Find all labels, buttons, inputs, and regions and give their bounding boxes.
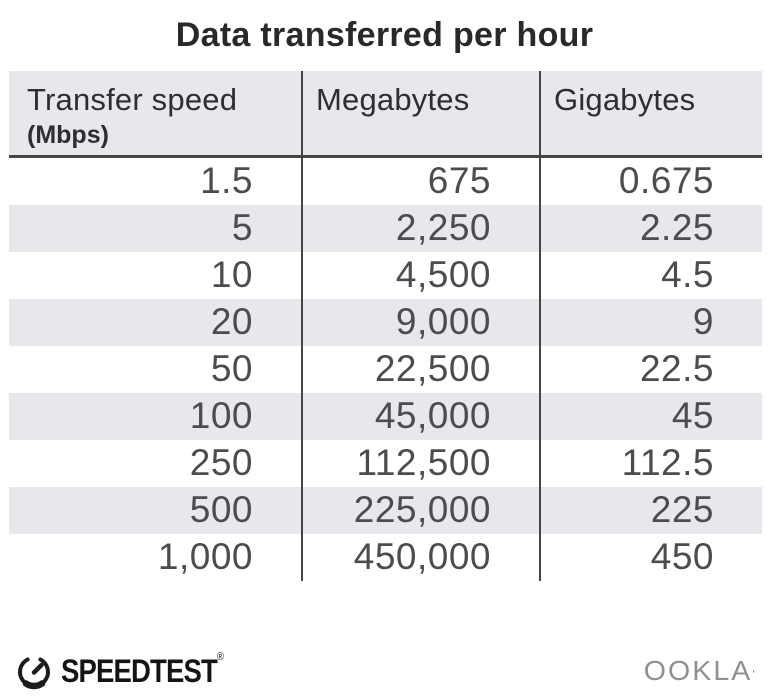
cell-transfer-speed: 10 [210,254,253,295]
table-row: 100 45,000 45 [9,393,762,440]
cell-gigabytes: 0.675 [539,158,762,205]
speedtest-gauge-icon [18,657,50,690]
registered-trademark-symbol: ® [216,650,224,663]
table-body: 1.5 675 0.675 5 2,250 2.25 10 4,500 4.5 20 9,000 9 5… [9,158,762,581]
header-gigabytes: Gigabytes [539,71,762,155]
table-header-row: Transfer speed (Mbps) Megabytes Gigabyte… [9,71,762,158]
header-transfer-speed-label: Transfer speed [27,82,238,117]
cell-transfer-speed: 500 [189,489,253,530]
cell-gigabytes: 112.5 [539,440,762,487]
table-row: 500 225,000 225 [9,487,762,534]
table-row: 1,000 450,000 450 [9,534,762,581]
cell-megabytes: 45,000 [301,393,539,440]
cell-transfer-speed: 100 [189,395,253,436]
cell-transfer-speed: 50 [210,348,253,389]
table-row: 20 9,000 9 [9,299,762,346]
speedtest-logo: SPEEDTEST® [14,651,250,691]
cell-megabytes: 675 [301,158,539,205]
header-megabytes: Megabytes [301,71,539,155]
cell-megabytes: 225,000 [301,487,539,534]
cell-megabytes: 9,000 [301,299,539,346]
cell-megabytes: 4,500 [301,252,539,299]
cell-gigabytes: 22.5 [539,346,762,393]
header-transfer-speed: Transfer speed (Mbps) [9,71,301,155]
header-megabytes-label: Megabytes [316,82,470,117]
cell-megabytes: 450,000 [301,534,539,581]
cell-gigabytes: 9 [539,299,762,346]
cell-megabytes: 22,500 [301,346,539,393]
ookla-trademark-tick: ' [752,667,757,682]
page-title: Data transferred per hour [175,16,594,54]
cell-megabytes: 2,250 [301,205,539,252]
table-row: 1.5 675 0.675 [9,158,762,205]
header-transfer-speed-unit: (Mbps) [27,121,109,149]
ookla-logo: OOKLA' [643,655,757,687]
table-row: 50 22,500 22.5 [9,346,762,393]
table-row: 5 2,250 2.25 [9,205,762,252]
cell-gigabytes: 4.5 [539,252,762,299]
cell-transfer-speed: 250 [189,442,253,483]
table-row: 250 112,500 112.5 [9,440,762,487]
data-table: Transfer speed (Mbps) Megabytes Gigabyte… [9,71,762,581]
cell-gigabytes: 2.25 [539,205,762,252]
cell-transfer-speed: 1,000 [157,536,253,577]
cell-gigabytes: 45 [539,393,762,440]
cell-gigabytes: 450 [539,534,762,581]
cell-transfer-speed: 5 [231,207,253,248]
footer: SPEEDTEST® OOKLA' [14,648,757,694]
cell-gigabytes: 225 [539,487,762,534]
header-gigabytes-label: Gigabytes [554,82,696,117]
cell-transfer-speed: 20 [210,301,253,342]
cell-transfer-speed: 1.5 [200,160,253,201]
speedtest-wordmark: SPEEDTEST® [61,650,224,689]
table-row: 10 4,500 4.5 [9,252,762,299]
cell-megabytes: 112,500 [301,440,539,487]
ookla-wordmark: OOKLA' [643,655,757,686]
